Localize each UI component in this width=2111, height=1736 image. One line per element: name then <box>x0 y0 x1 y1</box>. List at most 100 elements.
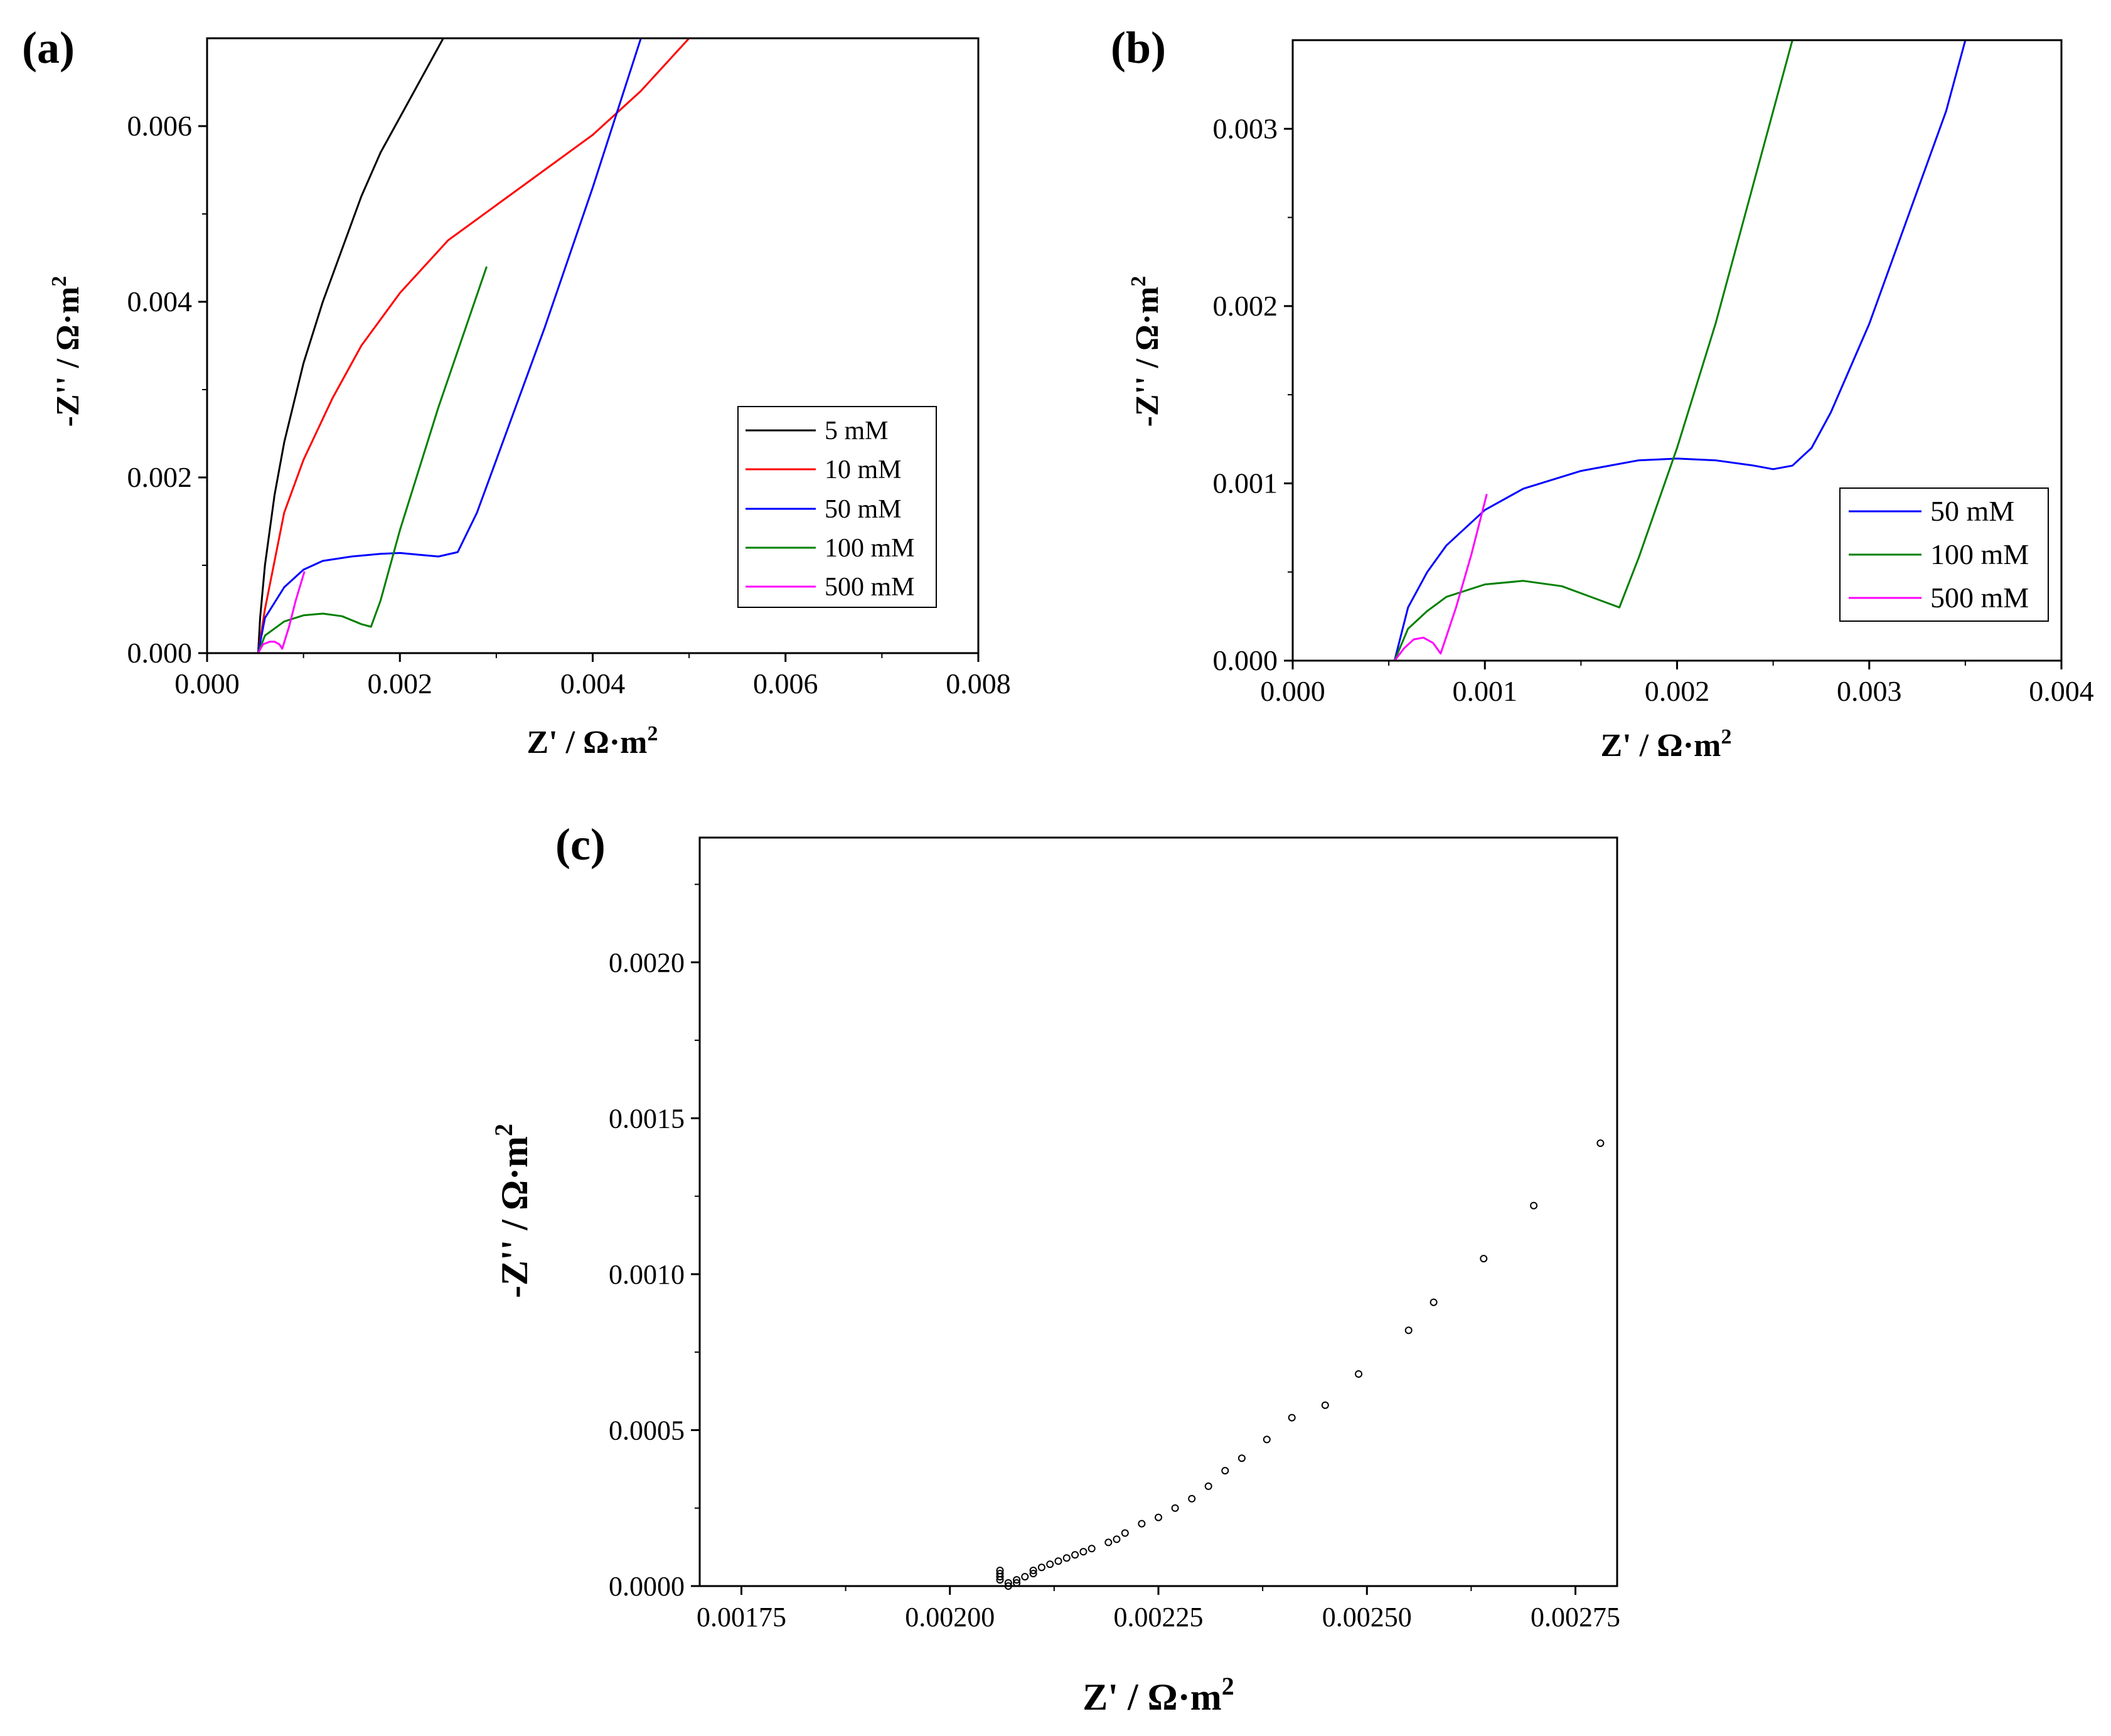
panel-c-x-tick-label: 0.00175 <box>697 1602 786 1632</box>
data-point <box>1113 1535 1121 1543</box>
series-line-10mM <box>257 38 690 653</box>
panel-a-x-axis-title: Z' / Ω·m2 <box>527 722 658 760</box>
data-point <box>1237 1454 1246 1462</box>
series-line-500mM <box>1394 494 1488 661</box>
panel-a-x-tick-label: 0.004 <box>560 668 626 700</box>
data-point <box>1204 1482 1212 1490</box>
data-point <box>1037 1563 1045 1572</box>
panel-b-y-tick-label: 0.003 <box>1213 112 1278 144</box>
data-point <box>1138 1520 1146 1528</box>
panel-c-x-tick-label: 0.00250 <box>1322 1602 1412 1632</box>
panel-a-x-tick-label: 0.000 <box>174 668 240 700</box>
data-point <box>1288 1414 1296 1422</box>
panel-c-y-tick-label: 0.0005 <box>609 1415 685 1446</box>
series-line-50mM <box>1393 40 1967 661</box>
panel-c-y-tick-label: 0.0020 <box>609 947 685 978</box>
data-point <box>1355 1370 1362 1378</box>
data-point <box>1046 1560 1054 1568</box>
panel-b-x-tick-label: 0.000 <box>1260 675 1325 707</box>
data-point <box>1013 1576 1021 1584</box>
panel-a-ticks: 0.000 0.002 0.004 0.006 0.008 0.000 0.002 0.004… <box>127 110 1011 700</box>
data-point <box>1188 1494 1196 1503</box>
legend-label-50mM: 50 mM <box>825 495 902 524</box>
data-point <box>1171 1504 1179 1512</box>
panel-a-y-tick-label: 0.002 <box>127 461 193 493</box>
data-point <box>1530 1201 1538 1210</box>
data-point <box>1596 1139 1605 1148</box>
panel-a: (a) 0.000 0.002 0.004 0.006 0.0080.0000.0020… <box>22 23 1011 760</box>
data-point <box>1104 1538 1113 1547</box>
panel-c-x-tick-label: 0.00225 <box>1114 1602 1204 1632</box>
data-point <box>1221 1467 1229 1475</box>
panel-b-x-tick-label: 0.003 <box>1837 675 1902 707</box>
panel-a-plot-area <box>257 38 690 653</box>
series-line-100mM <box>257 266 488 653</box>
data-point <box>1121 1529 1129 1537</box>
data-point <box>1062 1554 1071 1562</box>
panel-b-x-tick-label: 0.004 <box>2029 675 2094 707</box>
data-point <box>1430 1298 1438 1306</box>
data-point <box>1263 1435 1271 1444</box>
data-point <box>1480 1255 1488 1263</box>
panel-b-frame <box>1291 39 2063 662</box>
legend-label-50mM: 50 mM <box>1930 495 2014 527</box>
data-point <box>1021 1573 1029 1581</box>
panel-a-y-tick-label: 0.004 <box>127 285 193 317</box>
panel-c-label: (c) <box>555 819 606 870</box>
panel-c-plot-area <box>996 1139 1605 1590</box>
panel-b-y-axis-title: -Z'' / Ω·m2 <box>1127 276 1165 427</box>
panel-b-y-tick-label: 0.000 <box>1213 644 1278 676</box>
series-line-100mM <box>1393 40 1793 661</box>
panel-b-x-axis-title: Z' / Ω·m2 <box>1601 725 1732 764</box>
data-point <box>1404 1326 1413 1334</box>
panel-c-x-tick-label: 0.00275 <box>1531 1602 1620 1632</box>
panel-a-x-tick-label: 0.002 <box>368 668 433 700</box>
legend-label-500mM: 500 mM <box>825 573 915 602</box>
data-point <box>1054 1557 1062 1565</box>
panel-b: (b) 0.000 0.001 0.002 0.003 0.0040.0000.0010… <box>1111 23 2094 764</box>
panel-c-frame <box>698 836 1618 1587</box>
panel-a-frame <box>206 37 980 654</box>
legend-label-500mM: 500 mM <box>1930 582 2029 614</box>
panel-c-y-tick-label: 0.0015 <box>609 1103 685 1134</box>
panel-a-y-tick-label: 0.006 <box>127 110 193 142</box>
panel-b-plot-area <box>1393 40 1967 661</box>
panel-c-x-axis-title: Z' / Ω·m2 <box>1082 1672 1234 1718</box>
panel-b-ticks: 0.000 0.001 0.002 0.003 0.004 0.000 0.001 0.002… <box>1213 112 2094 707</box>
data-point <box>1029 1570 1037 1578</box>
panel-c-y-tick-label: 0.0000 <box>609 1571 685 1602</box>
panel-a-legend: 5 mM 10 mM 50 mM 100 mM 500 mM <box>737 406 937 608</box>
data-point <box>1029 1567 1037 1575</box>
series-line-500mM <box>257 571 306 653</box>
panel-b-y-tick-label: 0.001 <box>1213 467 1278 499</box>
panel-a-y-tick-label: 0.000 <box>127 637 193 669</box>
series-line-50mM <box>257 38 642 653</box>
panel-b-label: (b) <box>1111 23 1166 73</box>
panel-b-y-tick-label: 0.002 <box>1213 290 1278 322</box>
legend-label-100mM: 100 mM <box>825 534 915 563</box>
data-point <box>1155 1513 1162 1521</box>
panel-c-y-axis-title: -Z'' / Ω·m2 <box>489 1124 535 1298</box>
legend-label-5mM: 5 mM <box>825 417 889 445</box>
data-point <box>996 1576 1004 1584</box>
panel-a-legend-box <box>737 406 937 608</box>
data-point <box>1321 1401 1329 1409</box>
data-point <box>996 1573 1004 1581</box>
legend-label-100mM: 100 mM <box>1930 538 2029 570</box>
series-line-5mM <box>257 38 444 653</box>
panel-c-y-tick-label: 0.0010 <box>609 1259 685 1290</box>
panel-b-x-tick-label: 0.002 <box>1645 675 1710 707</box>
data-point <box>1071 1551 1079 1559</box>
panel-a-y-axis-title: -Z'' / Ω·m2 <box>48 276 86 427</box>
panel-c-x-tick-label: 0.00200 <box>905 1602 995 1632</box>
panel-b-x-tick-label: 0.001 <box>1453 675 1518 707</box>
panel-c: (c) 0.00175 0.00200 0.00225 0.00250 0.002750… <box>489 819 1620 1718</box>
data-point <box>1088 1545 1096 1553</box>
data-point <box>1079 1548 1088 1556</box>
legend-label-10mM: 10 mM <box>825 455 902 484</box>
panel-c-ticks: 0.00175 0.00200 0.00225 0.00250 0.00275 0.000… <box>609 883 1620 1632</box>
panel-a-x-tick-label: 0.008 <box>946 668 1011 700</box>
panel-b-legend: 50 mM 100 mM 500 mM <box>1839 487 2049 622</box>
panel-a-label: (a) <box>22 23 75 73</box>
